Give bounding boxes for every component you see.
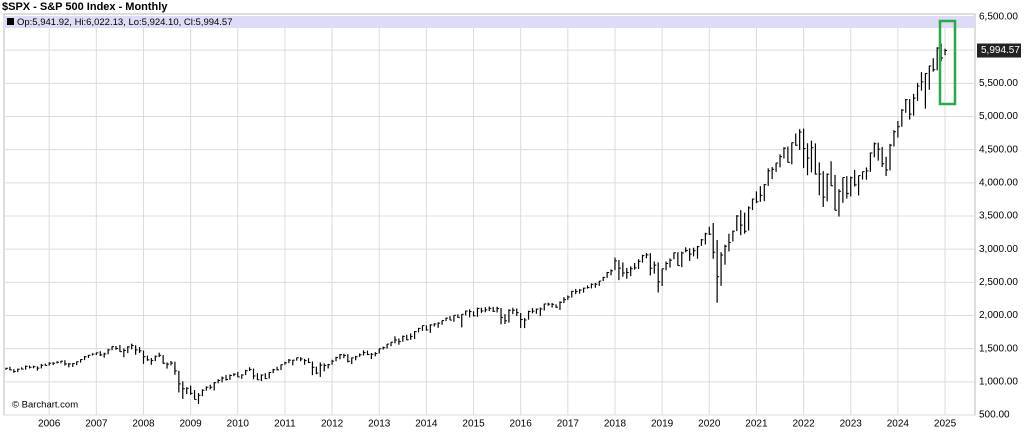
y-tick-label: 3,000.00 [979,244,1018,255]
x-tick-label: 2014 [415,419,438,430]
info-icon [7,18,14,25]
y-tick-label: 4,000.00 [979,177,1018,188]
x-tick-label: 2016 [510,419,533,430]
y-tick-label: 1,500.00 [979,343,1018,354]
y-tick-label: 2,500.00 [979,277,1018,288]
x-tick-label: 2008 [132,419,155,430]
y-tick-label: 5,500.00 [979,78,1018,89]
y-tick-label: 2,000.00 [979,310,1018,321]
last-price-label: 5,994.57 [981,45,1020,56]
x-tick-label: 2012 [321,419,344,430]
ohlc-text: Op:5,941.92, Hi:6,022.13, Lo:5,924.10, C… [17,17,233,28]
watermark: © Barchart.com [12,400,78,411]
x-tick-label: 2007 [85,419,108,430]
x-tick-label: 2011 [274,419,296,430]
y-tick-label: 3,500.00 [979,211,1018,222]
x-tick-label: 2010 [227,419,250,430]
last-price-box [977,43,1021,58]
y-tick-label: 6,500.00 [979,12,1018,23]
x-tick-label: 2009 [180,419,203,430]
bars [5,43,948,404]
x-tick-label: 2006 [38,419,61,430]
x-tick-label: 2019 [651,419,674,430]
y-tick-label: 5,000.00 [979,111,1018,122]
x-tick-label: 2018 [604,419,627,430]
x-tick-label: 2021 [745,419,768,430]
chart-title: $SPX - S&P 500 Index - Monthly [2,1,168,13]
x-tick-label: 2017 [557,419,580,430]
y-tick-label: 1,000.00 [979,376,1018,387]
x-tick-label: 2015 [462,419,485,430]
y-tick-label: 500.00 [979,410,1010,421]
x-tick-label: 2013 [368,419,391,430]
x-tick-label: 2024 [887,419,910,430]
highlight-box [938,19,957,106]
x-tick-label: 2023 [840,419,863,430]
x-tick-label: 2022 [792,419,815,430]
info-bar [4,16,975,28]
x-tick-label: 2020 [698,419,721,430]
plot-area [3,13,976,416]
y-tick-label: 4,500.00 [979,144,1018,155]
x-tick-label: 2025 [934,419,957,430]
